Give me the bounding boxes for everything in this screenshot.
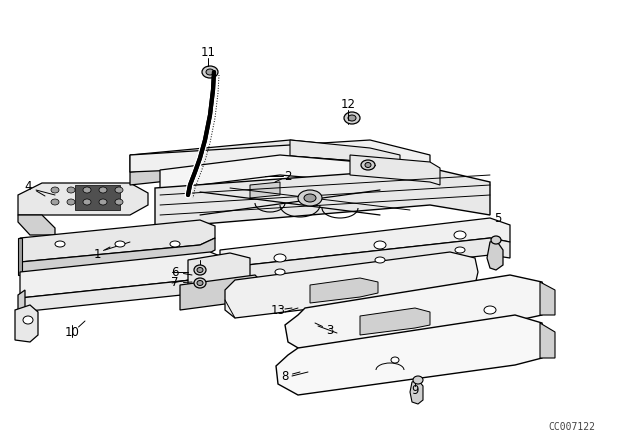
Polygon shape [18, 215, 55, 235]
Polygon shape [15, 305, 38, 342]
Polygon shape [220, 218, 510, 268]
Ellipse shape [99, 187, 107, 193]
Ellipse shape [83, 199, 91, 205]
Polygon shape [130, 140, 430, 172]
Ellipse shape [391, 357, 399, 363]
Polygon shape [18, 238, 22, 275]
Ellipse shape [170, 241, 180, 247]
Polygon shape [130, 156, 370, 185]
Polygon shape [155, 168, 490, 228]
Ellipse shape [413, 376, 423, 384]
Ellipse shape [275, 269, 285, 275]
Polygon shape [290, 156, 400, 178]
Ellipse shape [206, 69, 214, 75]
Polygon shape [20, 220, 215, 262]
Text: 1: 1 [93, 247, 100, 260]
Polygon shape [180, 275, 260, 310]
Ellipse shape [194, 265, 206, 275]
Text: 5: 5 [494, 211, 502, 224]
Polygon shape [75, 185, 120, 210]
Text: 12: 12 [340, 99, 355, 112]
Polygon shape [360, 308, 430, 335]
Ellipse shape [99, 199, 107, 205]
Ellipse shape [197, 280, 203, 285]
Ellipse shape [67, 187, 75, 193]
Ellipse shape [202, 66, 218, 78]
Ellipse shape [67, 199, 75, 205]
Text: 10: 10 [65, 327, 79, 340]
Ellipse shape [454, 231, 466, 239]
Polygon shape [310, 278, 378, 303]
Text: 6: 6 [172, 266, 179, 279]
Ellipse shape [83, 187, 91, 193]
Polygon shape [18, 290, 25, 322]
Polygon shape [487, 240, 503, 270]
Ellipse shape [344, 112, 360, 124]
Polygon shape [185, 185, 218, 205]
Polygon shape [410, 380, 423, 404]
Text: 8: 8 [282, 370, 289, 383]
Polygon shape [160, 155, 430, 192]
Polygon shape [540, 323, 555, 358]
Ellipse shape [115, 241, 125, 247]
Polygon shape [20, 252, 225, 298]
Text: 13: 13 [271, 303, 285, 316]
Ellipse shape [274, 254, 286, 262]
Polygon shape [285, 275, 548, 352]
Polygon shape [188, 253, 250, 295]
Ellipse shape [491, 236, 501, 244]
Ellipse shape [51, 199, 59, 205]
Polygon shape [290, 140, 400, 168]
Polygon shape [350, 155, 440, 185]
Ellipse shape [361, 160, 375, 170]
Ellipse shape [455, 247, 465, 253]
Ellipse shape [375, 257, 385, 263]
Ellipse shape [484, 306, 496, 314]
Polygon shape [220, 238, 510, 285]
Polygon shape [540, 282, 555, 315]
Text: 7: 7 [172, 276, 179, 289]
Text: 3: 3 [326, 323, 333, 336]
Ellipse shape [51, 187, 59, 193]
Polygon shape [276, 315, 546, 395]
Ellipse shape [115, 199, 123, 205]
Ellipse shape [23, 316, 33, 324]
Ellipse shape [55, 241, 65, 247]
Polygon shape [250, 182, 280, 198]
Ellipse shape [194, 278, 206, 288]
Polygon shape [20, 272, 225, 312]
Text: 2: 2 [284, 169, 292, 182]
Ellipse shape [197, 267, 203, 272]
Text: 11: 11 [200, 46, 216, 59]
Polygon shape [130, 140, 370, 172]
Ellipse shape [304, 194, 316, 202]
Text: 4: 4 [24, 180, 32, 193]
Text: CC007122: CC007122 [548, 422, 595, 432]
Ellipse shape [374, 241, 386, 249]
Polygon shape [225, 252, 478, 318]
Ellipse shape [365, 163, 371, 168]
Ellipse shape [115, 187, 123, 193]
Ellipse shape [348, 115, 356, 121]
Polygon shape [18, 183, 148, 215]
Polygon shape [20, 238, 215, 275]
Text: 9: 9 [412, 383, 419, 396]
Ellipse shape [298, 190, 322, 206]
